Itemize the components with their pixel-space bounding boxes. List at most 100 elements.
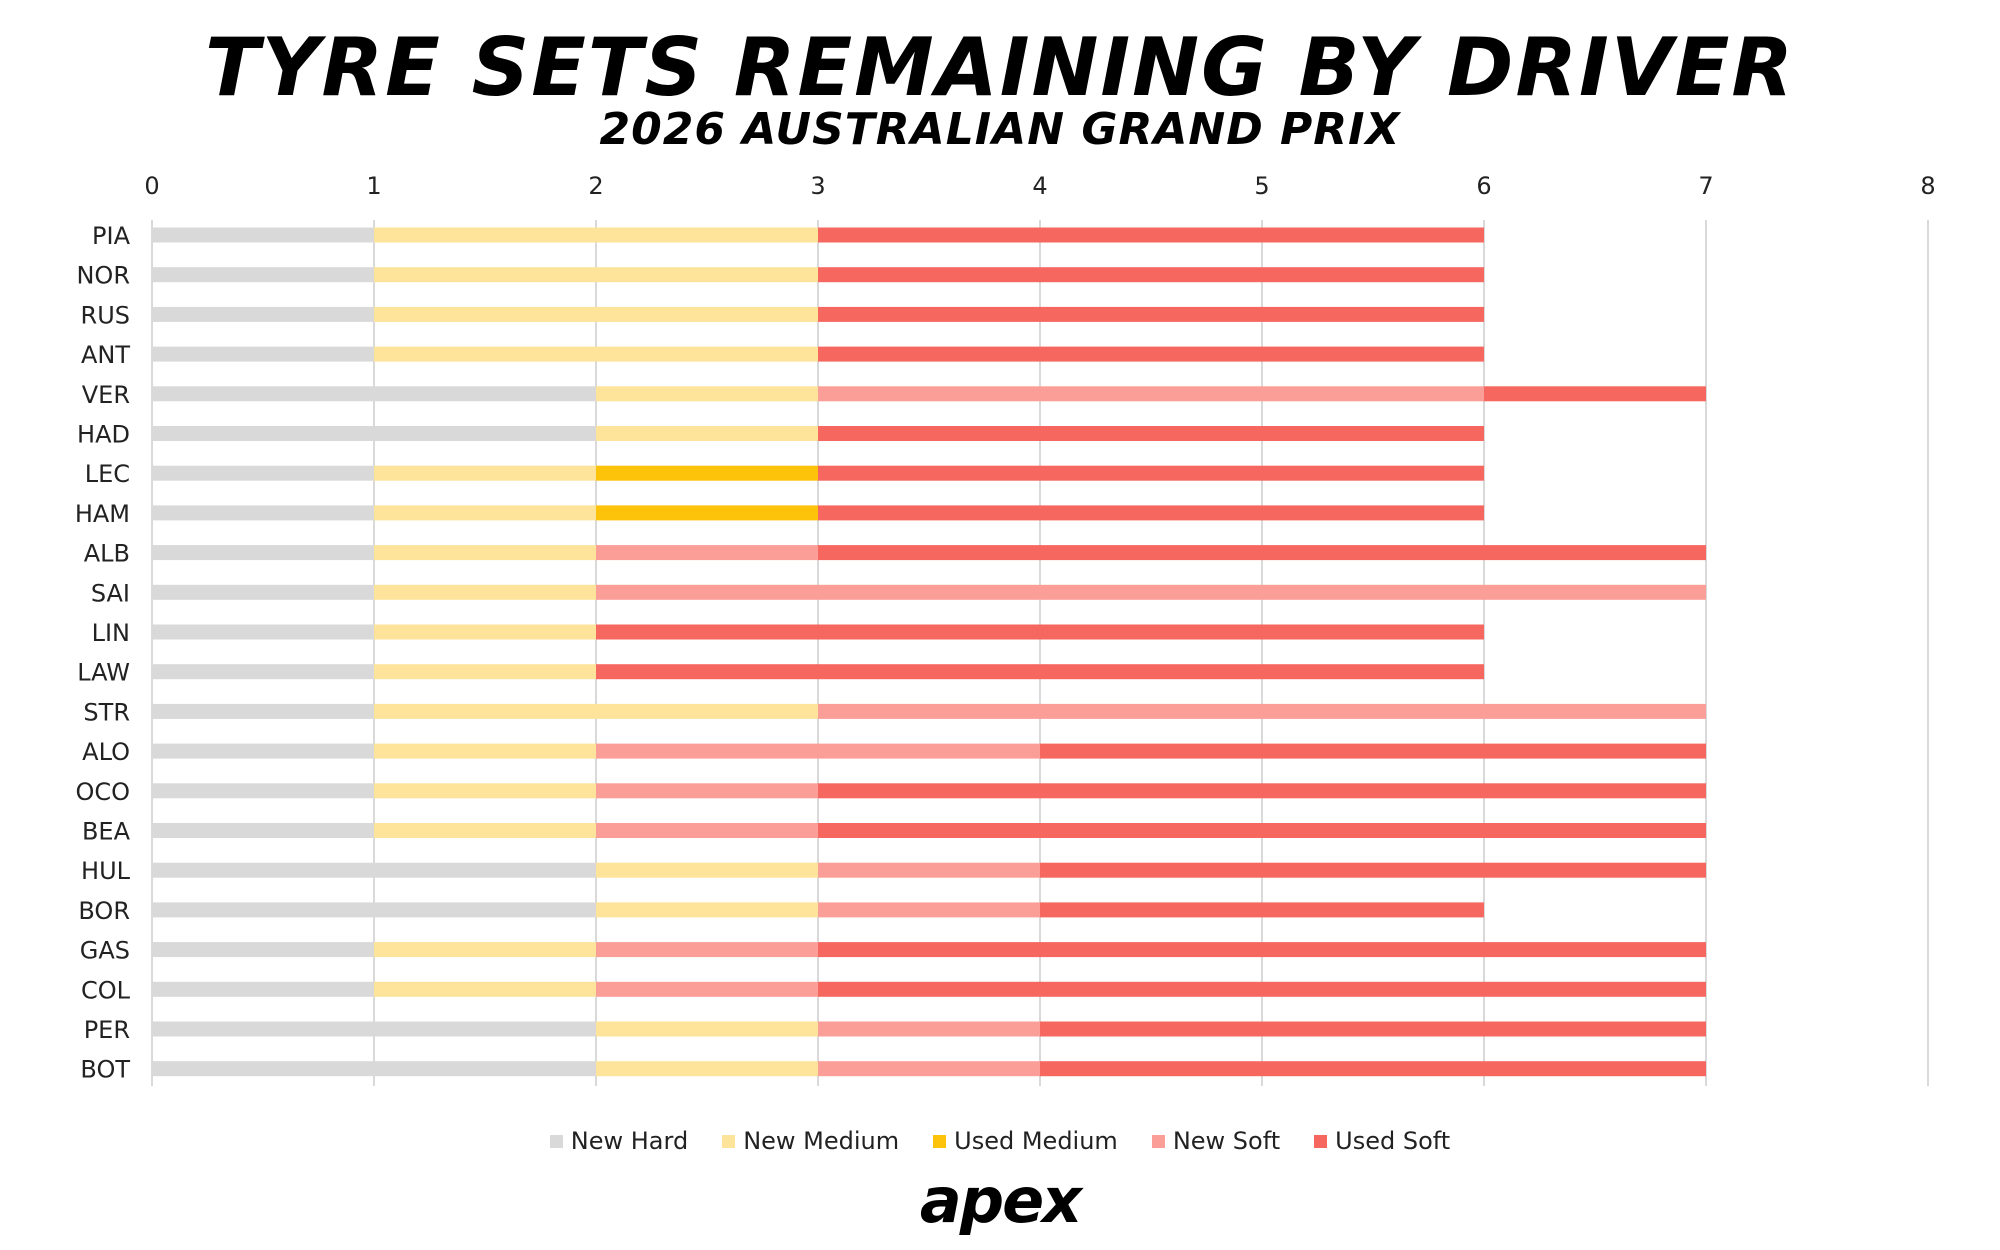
y-label-col: COL [81,976,131,1004]
bar-oco-new-soft [596,783,818,799]
bar-str-new-soft [818,703,1706,719]
x-tick-label: 3 [810,172,825,200]
bar-ant-used-soft [818,346,1484,362]
bar-sai-new-soft [596,584,1706,600]
y-label-alb: ALB [84,540,130,568]
bar-alo-used-soft [1040,743,1706,759]
bar-had-new-medium [596,426,818,441]
bar-col-new-hard [152,981,374,997]
bar-nor-new-medium [374,267,818,283]
y-label-law: LAW [77,659,130,687]
bar-ham-used-soft [818,505,1484,521]
legend-label: New Hard [570,1127,689,1155]
legend-swatch [549,1134,563,1148]
legend-item-new-hard: New Hard [549,1127,689,1155]
y-label-pia: PIA [92,222,131,250]
bar-ver-new-hard [152,386,596,402]
y-label-lec: LEC [85,460,130,488]
y-label-bot: BOT [80,1056,130,1084]
x-tick-label: 8 [1920,172,1935,200]
bar-gas-new-soft [596,942,818,958]
bar-lin-new-medium [374,624,596,640]
bar-alo-new-medium [374,743,596,759]
bar-bea-new-soft [596,823,818,838]
bar-ver-new-soft [818,386,1484,402]
x-tick-label: 0 [144,172,159,200]
x-tick-label: 4 [1032,172,1047,200]
bar-alb-used-soft [818,545,1706,561]
chart-title: TYRE SETS REMAINING BY DRIVER [205,21,1795,114]
bar-hul-new-soft [818,862,1040,878]
bar-law-new-medium [374,664,596,680]
bar-bor-new-medium [596,902,818,918]
bar-oco-used-soft [818,783,1706,799]
bar-had-new-hard [152,426,596,441]
y-label-bor: BOR [78,897,130,925]
bar-law-new-hard [152,664,374,680]
legend-item-used-soft: Used Soft [1314,1127,1450,1155]
bar-had-used-soft [818,426,1484,441]
y-label-hul: HUL [81,857,131,885]
y-label-had: HAD [77,421,130,449]
y-label-ant: ANT [81,341,130,369]
bar-gas-new-medium [374,942,596,958]
y-label-alo: ALO [82,738,130,766]
legend-item-new-medium: New Medium [722,1127,899,1155]
bar-bor-new-hard [152,902,596,918]
bar-bot-new-hard [152,1061,596,1077]
bar-lin-used-soft [596,624,1484,640]
bar-lec-new-hard [152,465,374,481]
bar-col-new-soft [596,981,818,997]
bar-rus-new-medium [374,306,818,322]
legend-label: Used Medium [954,1127,1118,1155]
bar-lec-used-soft [818,465,1484,481]
legend-swatch [1314,1134,1328,1148]
bar-per-used-soft [1040,1021,1706,1037]
legend-item-new-soft: New Soft [1151,1127,1280,1155]
bar-bea-new-hard [152,823,374,838]
bar-bor-new-soft [818,902,1040,918]
legend-item-used-medium: Used Medium [933,1127,1118,1155]
bar-per-new-medium [596,1021,818,1037]
y-label-nor: NOR [76,262,130,290]
bar-ham-used-medium [596,505,818,521]
bar-bot-new-soft [818,1061,1040,1077]
y-label-gas: GAS [80,937,130,965]
x-tick-label: 1 [366,172,381,200]
y-label-bea: BEA [82,818,131,846]
bar-alb-new-hard [152,545,374,561]
bar-bor-used-soft [1040,902,1484,918]
chart-legend: New Hard New Medium Used Medium New Soft Use… [0,1127,2000,1155]
bar-pia-new-hard [152,227,374,243]
y-label-sai: SAI [91,579,130,607]
y-label-str: STR [83,698,130,726]
y-label-ham: HAM [75,500,130,528]
bar-gas-used-soft [818,942,1706,958]
chart-subtitle: 2026 AUSTRALIAN GRAND PRIX [599,104,1401,155]
y-label-per: PER [84,1016,130,1044]
bar-pia-used-soft [818,227,1484,243]
bar-hul-used-soft [1040,862,1706,878]
x-tick-label: 7 [1698,172,1713,200]
y-label-oco: OCO [75,778,130,806]
bar-alb-new-medium [374,545,596,561]
bar-hul-new-medium [596,862,818,878]
x-tick-label: 5 [1254,172,1269,200]
bar-ant-new-hard [152,346,374,362]
bar-col-used-soft [818,981,1706,997]
bar-str-new-hard [152,703,374,719]
bar-nor-used-soft [818,267,1484,283]
y-label-lin: LIN [92,619,130,647]
bar-sai-new-hard [152,584,374,600]
bar-bea-new-medium [374,823,596,838]
bar-alb-new-soft [596,545,818,561]
apex-logo: apex [919,1164,1082,1237]
bar-oco-new-hard [152,783,374,799]
y-label-ver: VER [82,381,130,409]
x-tick-label: 6 [1476,172,1491,200]
bar-str-new-medium [374,703,818,719]
bar-ver-new-medium [596,386,818,402]
bar-hul-new-hard [152,862,596,878]
bar-lec-used-medium [596,465,818,481]
